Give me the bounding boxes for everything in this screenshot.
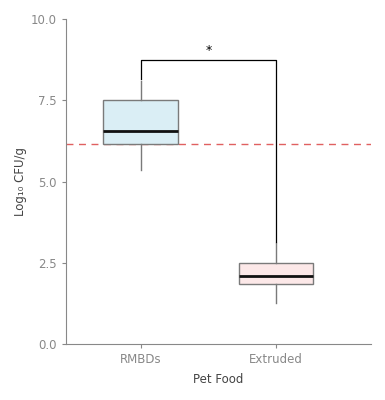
Text: *: * <box>205 44 211 57</box>
Y-axis label: Log₁₀ CFU/g: Log₁₀ CFU/g <box>14 147 27 216</box>
Bar <box>239 263 313 284</box>
X-axis label: Pet Food: Pet Food <box>193 373 244 386</box>
Bar <box>103 100 178 144</box>
